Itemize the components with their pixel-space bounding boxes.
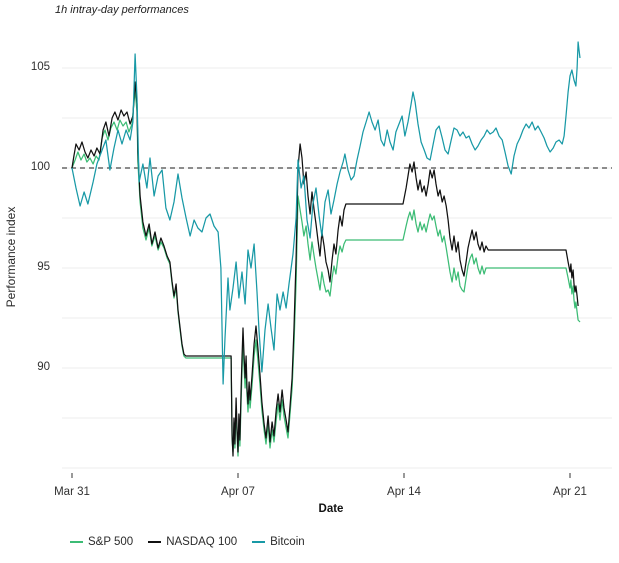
y-axis-title: Performance index xyxy=(4,206,18,308)
series-line-bitcoin xyxy=(71,41,581,385)
sp500-line-swatch xyxy=(70,541,83,543)
x-axis-title: Date xyxy=(318,503,344,515)
y-tick-label-105: 105 xyxy=(30,61,50,73)
x-tick-label-apr21: Apr 21 xyxy=(553,486,587,498)
legend-label-sp500: S&P 500 xyxy=(88,536,134,548)
x-tick-label-mar31: Mar 31 xyxy=(54,486,90,498)
x-tick-label-apr07: Apr 07 xyxy=(221,486,255,498)
nasdaq100-line-swatch xyxy=(148,541,162,543)
y-tick-label-90: 90 xyxy=(37,361,50,373)
y-tick-label-95: 95 xyxy=(37,261,50,273)
legend-item-bitcoin: Bitcoin xyxy=(252,536,305,548)
bitcoin-line-swatch xyxy=(252,541,266,543)
legend: S&P 500 NASDAQ 100 Bitcoin xyxy=(70,536,305,548)
series-line-nasdaq100 xyxy=(71,81,579,457)
legend-label-bitcoin: Bitcoin xyxy=(270,536,305,548)
chart-title: 1h intray-day performances xyxy=(55,4,189,16)
x-tick-label-apr14: Apr 14 xyxy=(387,486,421,498)
legend-item-sp500: S&P 500 xyxy=(70,536,133,548)
y-tick-label-100: 100 xyxy=(30,161,50,173)
legend-label-nasdaq100: NASDAQ 100 xyxy=(166,536,238,548)
legend-item-nasdaq100: NASDAQ 100 xyxy=(148,536,237,548)
